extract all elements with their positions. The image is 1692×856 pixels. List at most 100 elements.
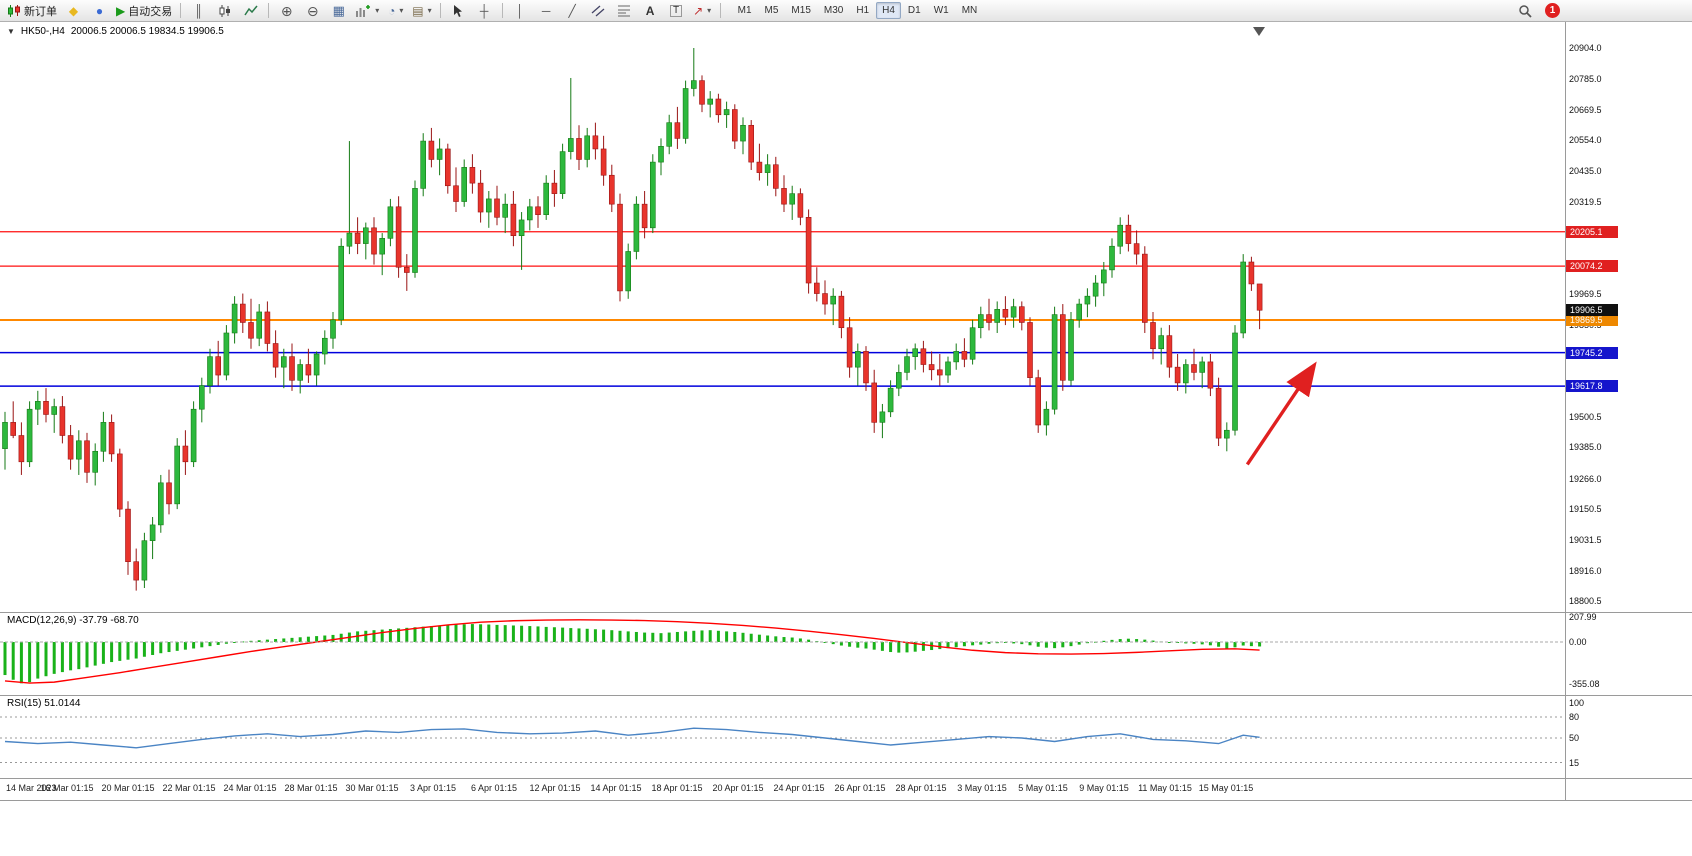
timeframe-h4[interactable]: H4 <box>876 2 901 19</box>
time-axis-label: 24 Mar 01:15 <box>223 783 277 793</box>
price-tick-label: 20554.0 <box>1569 135 1602 145</box>
notification-badge[interactable]: 1 <box>1545 3 1560 18</box>
time-axis-label: 6 Apr 01:15 <box>470 783 518 793</box>
vertical-line-button[interactable]: │ <box>508 1 533 20</box>
periods-clock-icon: ◔ <box>388 3 396 18</box>
auto-trading-button[interactable]: ▶ 自动交易 <box>113 1 175 20</box>
timeframe-m30[interactable]: M30 <box>823 5 844 16</box>
time-axis-label: 26 Apr 01:15 <box>834 783 886 793</box>
arrow-annotation[interactable] <box>1245 361 1317 466</box>
text-button[interactable]: A <box>638 1 663 20</box>
text-label-button[interactable]: T <box>664 1 689 20</box>
price-tag-20205.1: 20205.1 <box>1566 225 1618 238</box>
chart-ohlc-values: 20006.5 20006.5 19834.5 19906.5 <box>70 26 224 37</box>
fibonacci-icon <box>618 5 631 16</box>
time-axis-label: 30 Mar 01:15 <box>345 783 399 793</box>
chevron-down-icon: ▾ <box>399 6 404 15</box>
line-chart-button[interactable] <box>238 1 263 20</box>
time-axis-label: 9 May 01:15 <box>1079 783 1129 793</box>
timeframe-w1[interactable]: W1 <box>933 5 949 16</box>
chart-symbol-label: HK50-,H4 <box>20 26 65 37</box>
trendline-button[interactable]: ╱ <box>560 1 585 20</box>
zoom-out-button[interactable]: ⊖ <box>300 1 325 20</box>
time-axis-label: 14 Apr 01:15 <box>590 783 642 793</box>
timeframe-m1[interactable]: M1 <box>737 5 752 16</box>
crosshair-icon: ┼ <box>479 3 489 18</box>
timeframe-h1[interactable]: H1 <box>856 5 870 16</box>
price-tick-label: 19385.0 <box>1569 442 1602 453</box>
arrows-icon: ↗ <box>693 3 704 18</box>
macd-indicator-panel[interactable] <box>0 612 1565 695</box>
horizontal-line-button[interactable]: ─ <box>534 1 559 20</box>
search-icon <box>1518 4 1532 18</box>
rsi-axis[interactable]: 100 80 50 15 <box>1566 695 1692 778</box>
panel-divider <box>0 800 1692 801</box>
timeframe-group: M1 M5 M15 M30 H1 H4 D1 W1 MN <box>732 2 984 19</box>
indicators-icon <box>356 4 371 17</box>
price-tick-label: 20669.5 <box>1569 104 1602 115</box>
price-tick-label: 20904.0 <box>1569 43 1602 53</box>
bar-chart-icon: ║ <box>194 3 203 18</box>
crosshair-button[interactable]: ┼ <box>472 1 497 20</box>
zoom-in-button[interactable]: ⊕ <box>274 1 299 20</box>
time-axis-label: 28 Apr 01:15 <box>895 783 947 793</box>
templates-button[interactable]: ▤ ▾ <box>409 1 434 20</box>
rsi-level-lines <box>0 716 1565 763</box>
toolbar-separator <box>501 3 503 18</box>
periods-button[interactable]: ◔ ▾ <box>383 1 408 20</box>
editor-button[interactable]: ◆ <box>61 1 86 20</box>
text-label-icon: T <box>670 4 683 17</box>
time-axis-label: 14 Mar 2023 <box>6 783 57 793</box>
app-toolbar: 新订单 ◆ ● ▶ 自动交易 ║ ⊕ ⊖ ▦ ▾ ◔ ▾ ▤ ▾ ┼ │ ─ ╱… <box>0 0 1692 22</box>
trendline-icon: ╱ <box>568 3 576 18</box>
price-tag-19906.5: 19906.5 <box>1566 304 1618 317</box>
new-order-label: 新订单 <box>24 5 57 18</box>
panel-divider[interactable] <box>0 695 1692 696</box>
price-tick-label: 19266.0 <box>1569 473 1602 484</box>
time-axis-label: 20 Apr 01:15 <box>712 783 764 793</box>
time-axis[interactable]: 14 Mar 2023 16 Mar 01:15 20 Mar 01:15 22 Ma… <box>0 778 1692 800</box>
panel-divider[interactable] <box>0 612 1692 613</box>
price-tick-label: 18916.0 <box>1569 565 1602 576</box>
macd-tick-label: 0.00 <box>1569 637 1587 647</box>
price-axis[interactable]: 20904.0 20785.0 20669.5 20554.0 20435.0 20319… <box>1566 22 1692 612</box>
time-axis-label: 22 Mar 01:15 <box>162 783 216 793</box>
price-tick-label: 19500.5 <box>1569 411 1602 422</box>
candlestick-chart-icon <box>219 4 230 17</box>
rsi-tick-label: 50 <box>1569 733 1580 743</box>
rsi-line <box>4 727 1260 749</box>
timeframe-m5[interactable]: M5 <box>764 5 779 16</box>
time-axis-label: 16 Mar 01:15 <box>40 783 94 793</box>
bar-chart-button[interactable]: ║ <box>186 1 211 20</box>
time-axis-label: 12 Apr 01:15 <box>529 783 581 793</box>
zoom-in-icon: ⊕ <box>280 2 293 19</box>
main-chart-canvas[interactable] <box>0 22 1565 612</box>
time-axis-label: 5 May 01:15 <box>1018 783 1068 793</box>
tile-windows-icon: ▦ <box>332 3 345 18</box>
rsi-indicator-panel[interactable] <box>0 695 1565 778</box>
line-chart-icon <box>244 5 258 15</box>
cursor-button[interactable] <box>446 1 471 20</box>
one-click-trading-toggle[interactable]: ▼ <box>7 27 15 36</box>
chart-header: ▼ HK50-,H4 20006.5 20006.5 19834.5 19906… <box>7 26 224 37</box>
macd-axis[interactable]: 207.99 0.00 -355.08 <box>1566 612 1692 695</box>
search-button[interactable] <box>1512 1 1537 20</box>
templates-icon: ▤ <box>412 3 424 18</box>
zoom-out-icon: ⊖ <box>306 2 319 19</box>
price-tick-label: 18800.5 <box>1569 596 1602 606</box>
community-button[interactable]: ● <box>87 1 112 20</box>
candlestick-chart-button[interactable] <box>212 1 237 20</box>
new-order-button[interactable]: 新订单 <box>4 1 60 20</box>
fibonacci-button[interactable] <box>612 1 637 20</box>
candlestick-series <box>2 48 1263 591</box>
community-icon: ● <box>95 3 104 18</box>
chevron-down-icon: ▾ <box>427 6 432 15</box>
timeframe-d1[interactable]: D1 <box>907 5 921 16</box>
channel-button[interactable] <box>586 1 611 20</box>
indicators-button[interactable]: ▾ <box>352 1 382 20</box>
auto-trading-icon: ▶ <box>116 3 126 18</box>
arrows-button[interactable]: ↗ ▾ <box>690 1 715 20</box>
tile-windows-button[interactable]: ▦ <box>326 1 351 20</box>
timeframe-mn[interactable]: MN <box>961 5 978 16</box>
timeframe-m15[interactable]: M15 <box>791 5 811 16</box>
